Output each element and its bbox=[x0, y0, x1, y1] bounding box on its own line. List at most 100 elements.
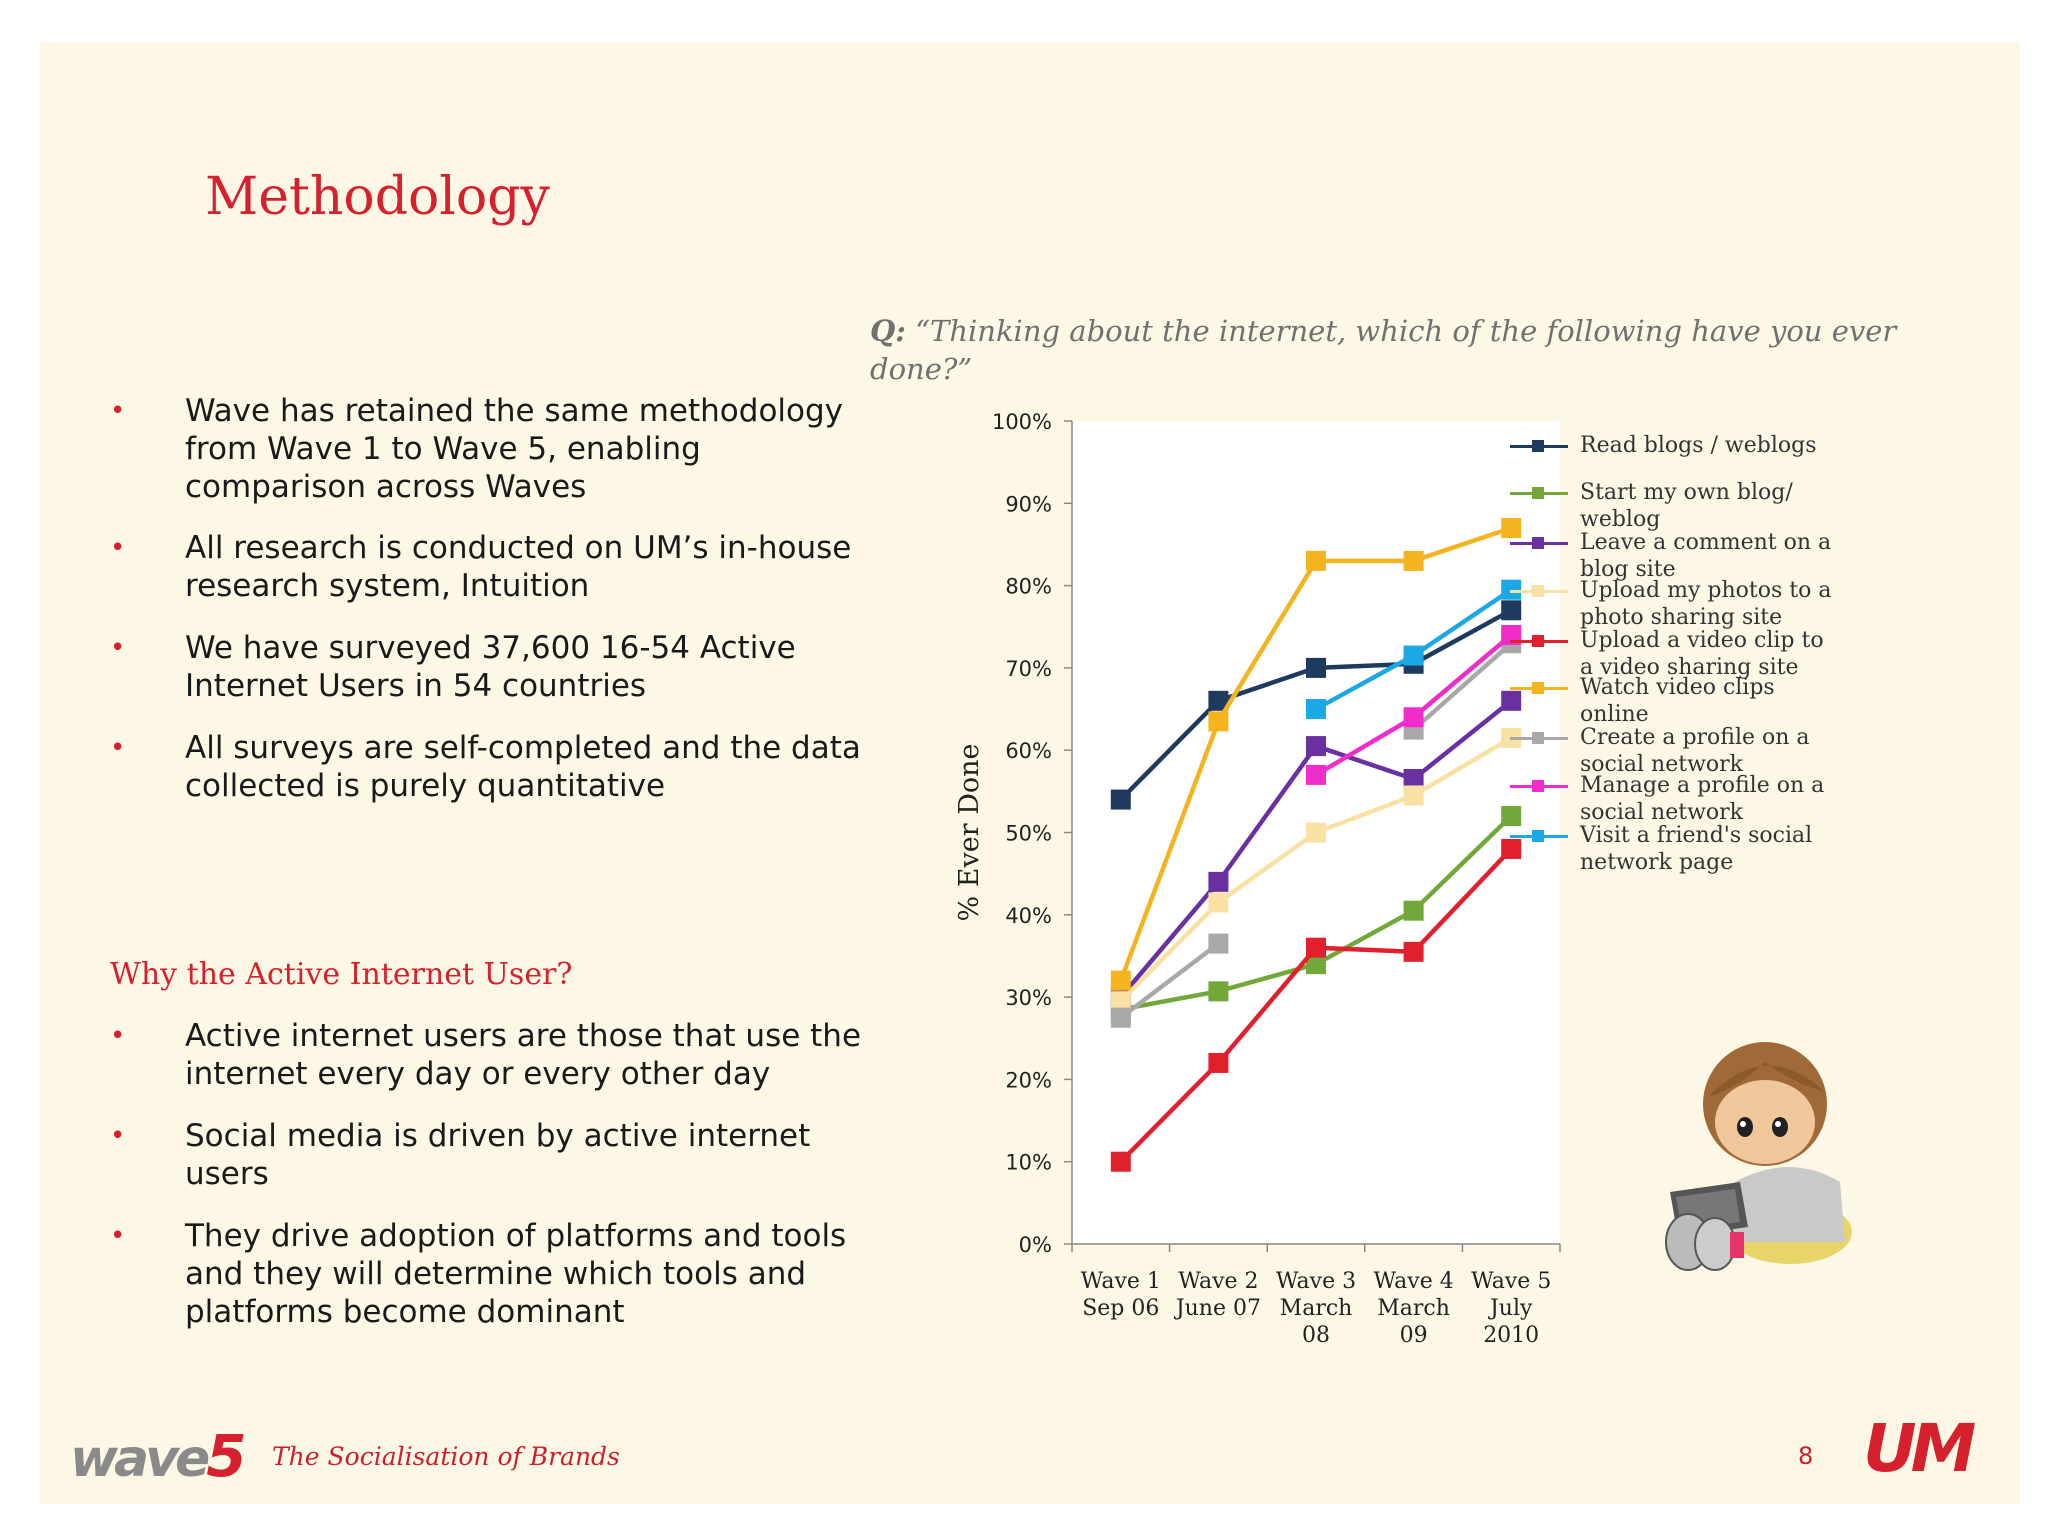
question-text: “Thinking about the internet, which of t… bbox=[870, 314, 1897, 386]
mascot-illustration bbox=[1665, 1042, 1852, 1271]
bullet-item: • All research is conducted on UM’s in-ho… bbox=[110, 529, 885, 605]
legend-label: Upload a video clip to a video sharing s… bbox=[1580, 628, 1824, 680]
legend-swatch bbox=[1510, 440, 1568, 452]
legend-swatch bbox=[1510, 830, 1568, 842]
bullet-item: • Active internet users are those that us… bbox=[110, 1017, 885, 1093]
bullet-item: • Wave has retained the same methodology … bbox=[110, 392, 885, 506]
logo-wave-number: 5 bbox=[206, 1422, 246, 1490]
legend-label: Create a profile on a social network bbox=[1580, 725, 1810, 777]
y-tick-label: 0% bbox=[1019, 1233, 1052, 1257]
legend-item: Manage a profile on a social network bbox=[1510, 772, 1840, 826]
data-point bbox=[1110, 991, 1131, 1012]
legend-marker-icon bbox=[1532, 537, 1544, 549]
bullet-item: • We have surveyed 37,600 16-54 Active In… bbox=[110, 629, 885, 705]
data-point bbox=[1110, 1151, 1131, 1172]
bullet-text: Social media is driven by active interne… bbox=[185, 1118, 811, 1192]
data-point bbox=[1306, 699, 1326, 720]
bullet-icon: • bbox=[110, 1121, 126, 1151]
data-point bbox=[1306, 657, 1326, 678]
y-axis-title: % Ever Done bbox=[954, 744, 985, 922]
legend-swatch bbox=[1510, 585, 1568, 597]
legend-swatch bbox=[1510, 487, 1568, 499]
legend-marker-icon bbox=[1532, 830, 1544, 842]
data-point bbox=[1208, 981, 1229, 1002]
x-tick-label: March bbox=[1280, 1296, 1353, 1321]
bullet-icon: • bbox=[110, 1221, 126, 1251]
legend-marker-icon bbox=[1532, 732, 1544, 744]
x-tick-label: Wave 3 bbox=[1276, 1269, 1356, 1294]
legend-label: Visit a friend's social network page bbox=[1580, 823, 1813, 875]
wave5-logo: wave5 bbox=[70, 1422, 247, 1490]
bullet-text: All research is conducted on UM’s in-hou… bbox=[185, 530, 852, 604]
data-point bbox=[1306, 736, 1326, 757]
section-subhead: Why the Active Internet User? bbox=[110, 957, 573, 992]
data-point bbox=[1501, 600, 1522, 621]
data-point bbox=[1208, 711, 1229, 732]
question-prefix: Q: bbox=[870, 314, 906, 348]
x-tick-label: Sep 06 bbox=[1082, 1296, 1159, 1321]
data-point bbox=[1403, 785, 1424, 806]
bullet-icon: • bbox=[110, 633, 126, 663]
data-point bbox=[1110, 1007, 1131, 1028]
x-tick-label: Wave 1 bbox=[1081, 1269, 1161, 1294]
data-point bbox=[1501, 624, 1522, 645]
bullet-item: • Social media is driven by active intern… bbox=[110, 1117, 885, 1193]
bullet-text: Wave has retained the same methodology f… bbox=[185, 393, 844, 505]
page-number: 8 bbox=[1798, 1442, 1814, 1470]
y-tick-label: 20% bbox=[1005, 1068, 1052, 1092]
legend-item: Visit a friend's social network page bbox=[1510, 822, 1840, 876]
legend-label: Start my own blog/ weblog bbox=[1580, 480, 1793, 532]
data-point bbox=[1306, 954, 1326, 975]
bullet-text: Active internet users are those that use… bbox=[185, 1018, 862, 1092]
legend-item: Watch video clips online bbox=[1510, 674, 1840, 728]
data-point bbox=[1208, 690, 1229, 711]
x-tick-label: July bbox=[1488, 1296, 1533, 1321]
page-title: Methodology bbox=[205, 167, 550, 227]
series-line bbox=[1412, 641, 1513, 732]
data-point bbox=[1501, 579, 1522, 600]
y-tick-label: 70% bbox=[1005, 657, 1052, 681]
data-point bbox=[1306, 764, 1326, 785]
logo-wave-text: wave bbox=[70, 1429, 210, 1489]
um-logo: UM bbox=[1863, 1410, 1976, 1487]
legend-item: Create a profile on a social network bbox=[1510, 724, 1840, 778]
bullet-icon: • bbox=[110, 1021, 126, 1051]
y-tick-label: 40% bbox=[1005, 904, 1052, 928]
data-point bbox=[1208, 892, 1229, 913]
legend-marker-icon bbox=[1532, 585, 1544, 597]
legend-marker-icon bbox=[1532, 440, 1544, 452]
data-point bbox=[1403, 941, 1424, 962]
legend-label: Read blogs / weblogs bbox=[1580, 433, 1817, 458]
data-point bbox=[1403, 707, 1424, 728]
x-tick-label: 08 bbox=[1302, 1323, 1330, 1348]
legend-swatch bbox=[1510, 635, 1568, 647]
data-point bbox=[1501, 806, 1522, 827]
bullet-text: We have surveyed 37,600 16-54 Active Int… bbox=[185, 630, 796, 704]
y-tick-label: 10% bbox=[1005, 1151, 1052, 1175]
y-tick-label: 50% bbox=[1005, 822, 1052, 846]
y-tick-label: 80% bbox=[1005, 575, 1052, 599]
data-point bbox=[1208, 933, 1229, 954]
legend-label: Upload my photos to a photo sharing site bbox=[1580, 578, 1832, 630]
data-point bbox=[1403, 550, 1424, 571]
legend-item: Start my own blog/ weblog bbox=[1510, 479, 1840, 533]
data-point bbox=[1501, 517, 1522, 538]
legend-swatch bbox=[1510, 682, 1568, 694]
bullet-icon: • bbox=[110, 396, 126, 426]
x-tick-label: Wave 2 bbox=[1178, 1269, 1258, 1294]
y-tick-label: 90% bbox=[1005, 492, 1052, 516]
bullet-icon: • bbox=[110, 733, 126, 763]
data-point bbox=[1110, 970, 1131, 991]
x-tick-label: 2010 bbox=[1483, 1323, 1539, 1348]
bullet-text: All surveys are self-completed and the d… bbox=[185, 730, 861, 804]
legend-label: Manage a profile on a social network bbox=[1580, 773, 1825, 825]
x-tick-label: June 07 bbox=[1174, 1296, 1261, 1321]
legend-marker-icon bbox=[1532, 487, 1544, 499]
bullet-item: • All surveys are self-completed and the … bbox=[110, 729, 885, 805]
legend-item: Leave a comment on a blog site bbox=[1510, 529, 1840, 583]
data-point bbox=[1208, 871, 1229, 892]
legend-label: Watch video clips online bbox=[1580, 675, 1775, 727]
data-point bbox=[1501, 838, 1522, 859]
x-tick-label: Wave 5 bbox=[1471, 1269, 1551, 1294]
